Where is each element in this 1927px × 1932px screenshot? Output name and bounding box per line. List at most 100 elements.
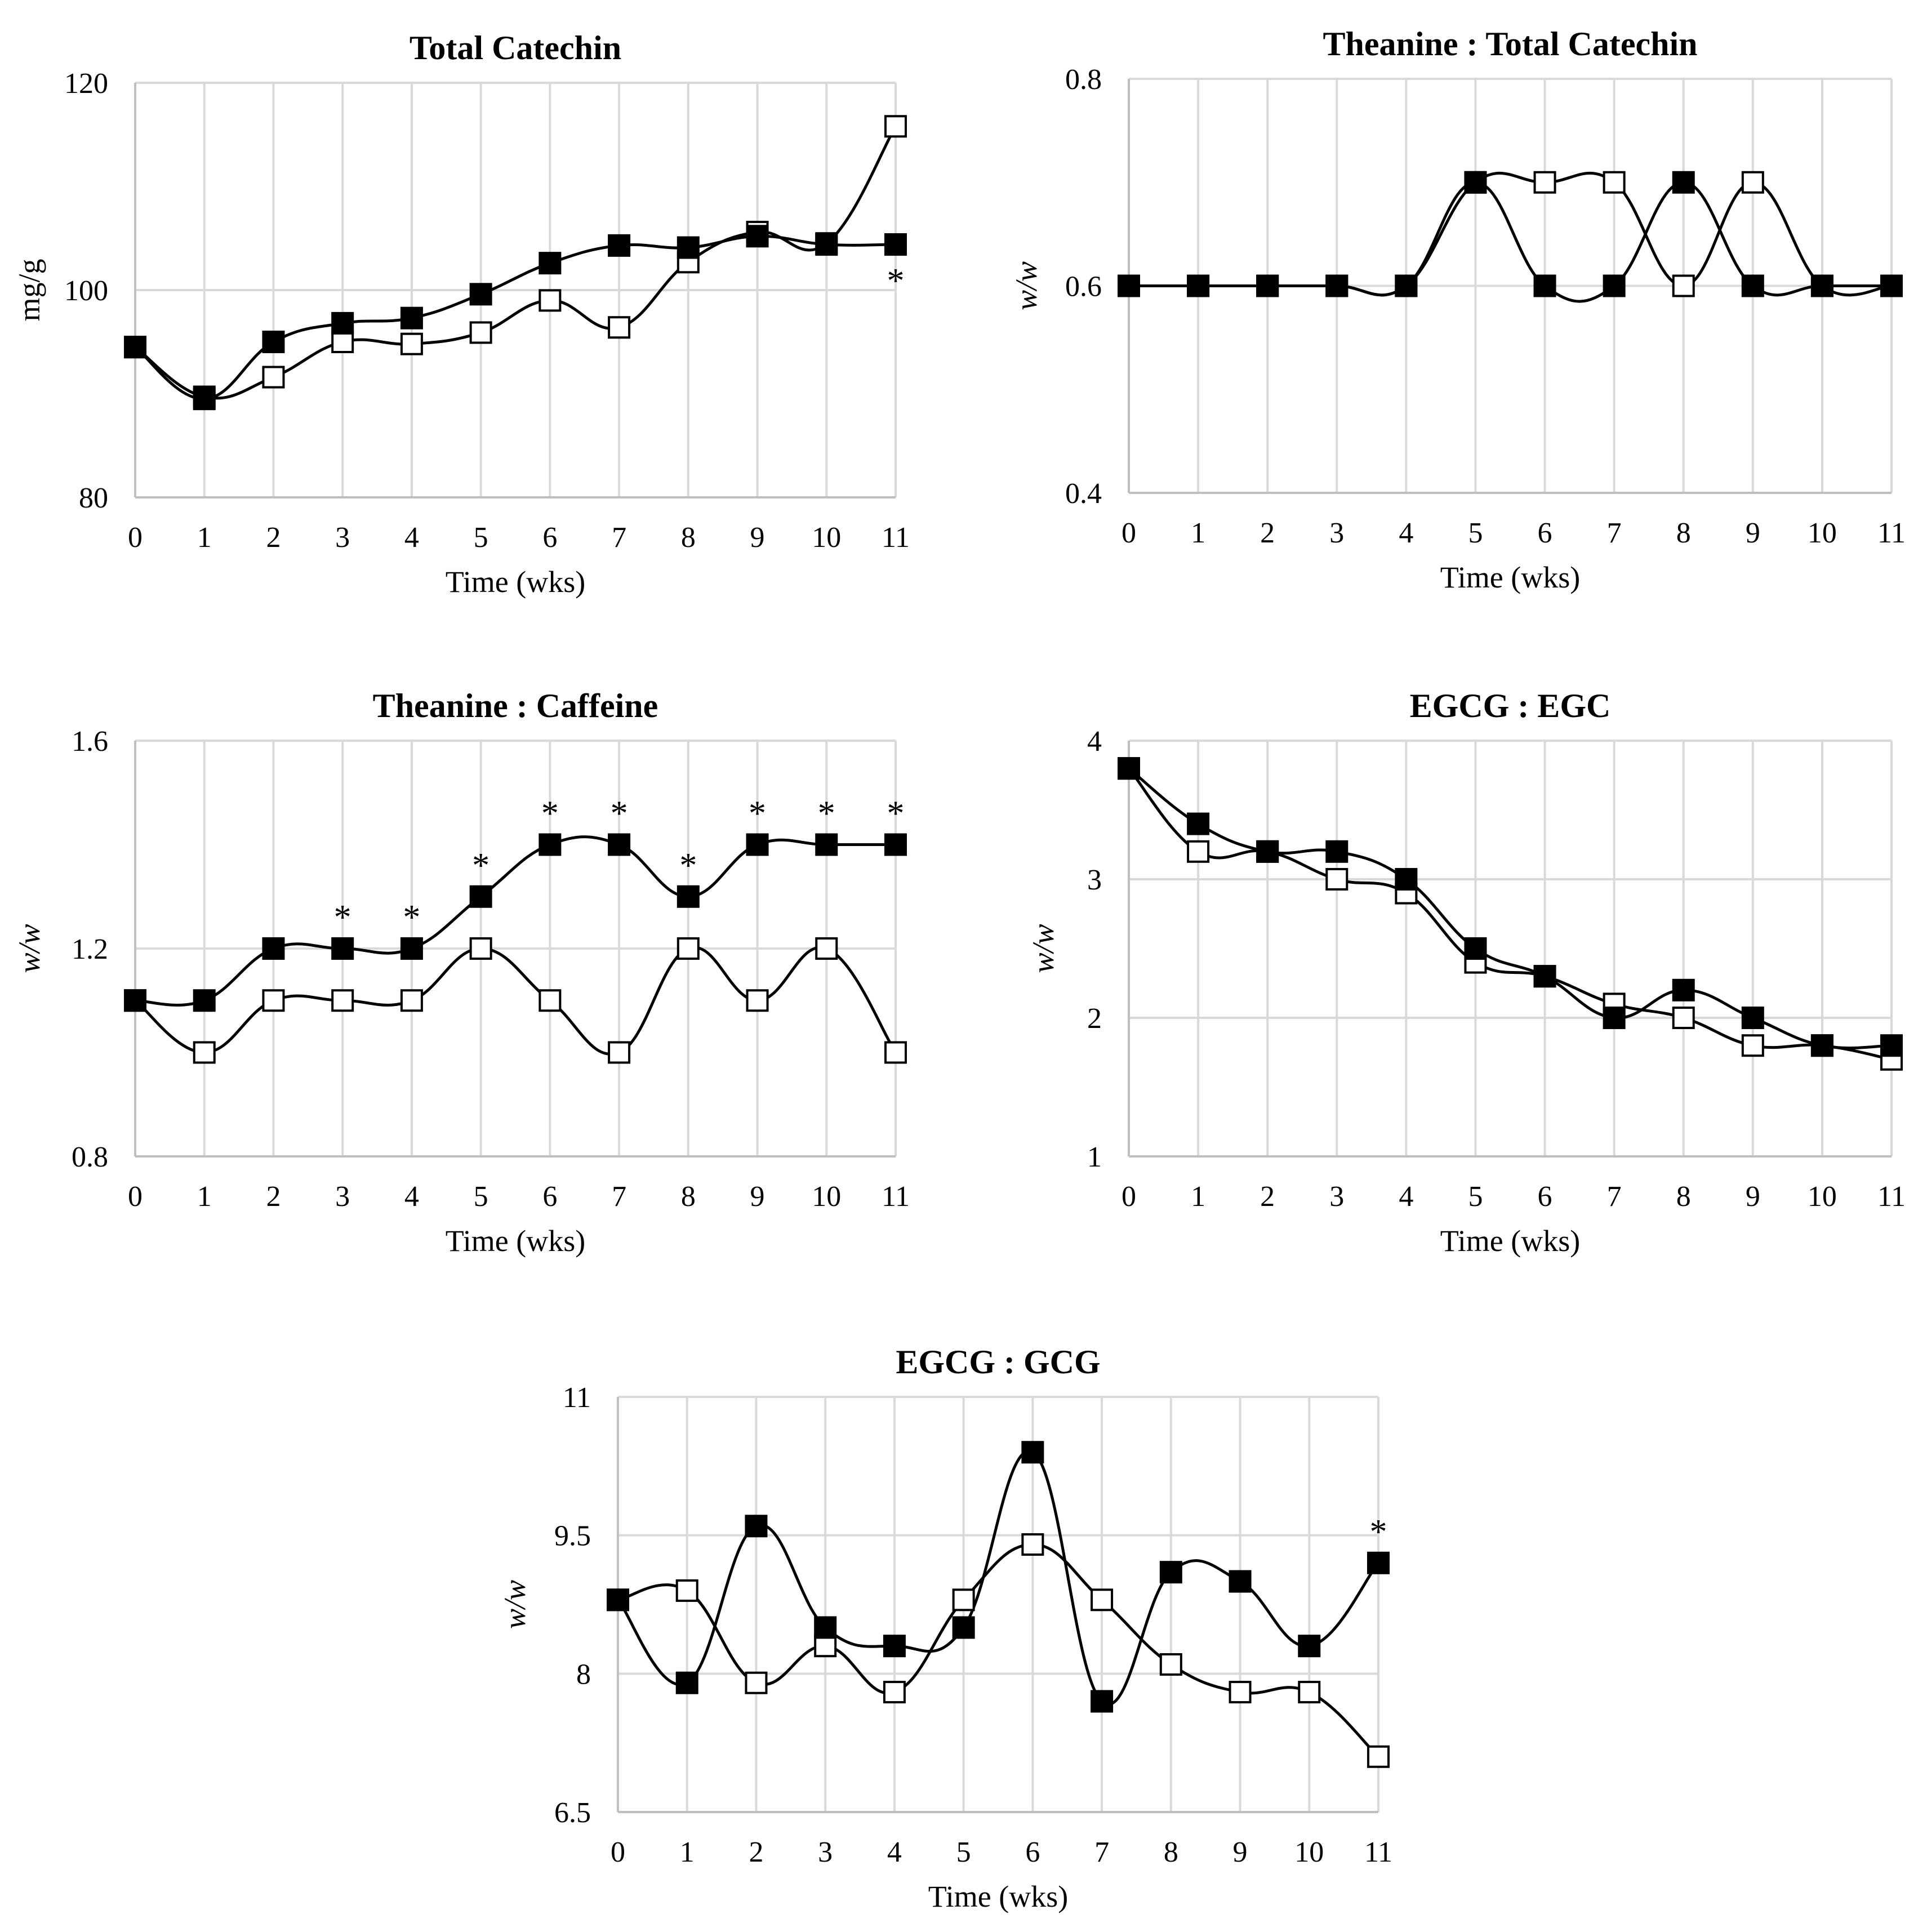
x-tick-label: 0: [128, 522, 143, 554]
open-square-marker: [331, 331, 354, 353]
significance-asterisk: *: [887, 795, 905, 833]
filled-square-marker: [745, 1515, 768, 1538]
x-tick-label: 8: [1676, 1181, 1691, 1213]
open-square-marker: [1672, 1007, 1695, 1029]
filled-square-marker: [1091, 1690, 1114, 1713]
filled-square-marker: [539, 252, 562, 275]
y-tick-label: 100: [64, 275, 108, 307]
filled-square-marker: [883, 1635, 906, 1658]
filled-square-marker: [1256, 840, 1279, 863]
filled-square-marker: [193, 989, 216, 1012]
x-tick-label: 8: [681, 1181, 696, 1213]
significance-asterisk: *: [334, 898, 351, 937]
filled-square-marker: [469, 283, 492, 306]
y-axis-label: mg/g: [12, 259, 46, 321]
x-tick-label: 8: [1676, 517, 1691, 549]
open-square-marker: [262, 989, 285, 1012]
series-line-open: [617, 1543, 1379, 1758]
x-tick-label: 10: [1808, 517, 1837, 549]
x-tick-label: 0: [1122, 1181, 1136, 1213]
x-tick-label: 11: [1877, 517, 1906, 549]
y-tick-label: 0.8: [72, 1141, 108, 1173]
open-square-marker: [1187, 840, 1210, 863]
filled-square-marker: [262, 937, 285, 960]
y-tick-label: 80: [79, 482, 108, 514]
x-axis-label: Time (wks): [446, 565, 586, 599]
filled-square-marker: [1229, 1570, 1252, 1593]
x-axis-label: Time (wks): [928, 1880, 1069, 1913]
x-tick-label: 7: [1094, 1836, 1109, 1868]
filled-square-marker: [1672, 171, 1695, 194]
filled-square-marker: [1810, 1034, 1833, 1057]
series-line-open: [1128, 767, 1892, 1061]
filled-square-marker: [1325, 840, 1349, 863]
open-square-marker: [1298, 1681, 1321, 1704]
y-tick-label: 2: [1087, 1003, 1102, 1035]
open-square-marker: [884, 1041, 907, 1064]
x-tick-label: 11: [1877, 1181, 1906, 1213]
chart-title: EGCG : EGC: [1410, 687, 1611, 724]
chart-title: Theanine : Total Catechin: [1323, 25, 1697, 63]
filled-square-marker: [1256, 274, 1279, 297]
open-square-marker: [469, 321, 492, 344]
filled-square-marker: [677, 236, 700, 259]
y-tick-label: 6.5: [554, 1797, 591, 1829]
x-tick-label: 3: [818, 1836, 833, 1868]
x-tick-label: 1: [680, 1836, 695, 1868]
open-square-marker: [539, 989, 562, 1012]
filled-square-marker: [1159, 1561, 1182, 1584]
open-square-marker: [746, 989, 769, 1012]
open-square-marker: [262, 366, 285, 389]
open-square-marker: [1533, 171, 1556, 194]
x-tick-label: 4: [1399, 517, 1413, 549]
filled-square-marker: [608, 234, 631, 257]
x-tick-label: 2: [749, 1836, 763, 1868]
filled-square-marker: [539, 833, 562, 856]
y-axis-label: w/w: [1009, 261, 1043, 310]
x-tick-label: 3: [1329, 517, 1344, 549]
chart-title: Theanine : Caffeine: [373, 687, 658, 724]
filled-square-marker: [677, 885, 700, 908]
significance-asterisk: *: [749, 795, 766, 833]
y-tick-label: 4: [1087, 725, 1102, 758]
y-tick-label: 0.6: [1065, 271, 1102, 303]
x-tick-label: 1: [197, 522, 212, 554]
series-line-filled: [617, 1450, 1379, 1706]
x-tick-label: 2: [1260, 1181, 1275, 1213]
x-tick-label: 6: [542, 1181, 557, 1213]
filled-square-marker: [1533, 274, 1556, 297]
filled-square-marker: [400, 306, 423, 330]
x-tick-label: 6: [1025, 1836, 1040, 1868]
x-tick-label: 1: [1191, 517, 1205, 549]
filled-square-marker: [1741, 274, 1764, 297]
y-tick-label: 3: [1087, 864, 1102, 896]
open-square-marker: [1229, 1681, 1252, 1704]
x-tick-label: 10: [812, 1181, 841, 1213]
x-tick-label: 10: [1808, 1181, 1837, 1213]
x-tick-label: 5: [474, 522, 488, 554]
x-tick-label: 6: [1538, 1181, 1552, 1213]
x-tick-label: 3: [1329, 1181, 1344, 1213]
open-square-marker: [400, 989, 423, 1012]
open-square-marker: [608, 1041, 631, 1064]
significance-asterisk: *: [818, 795, 835, 833]
x-tick-label: 3: [335, 522, 350, 554]
x-tick-label: 4: [1399, 1181, 1413, 1213]
x-tick-label: 10: [812, 522, 841, 554]
filled-square-marker: [1880, 274, 1903, 297]
filled-square-marker: [1464, 171, 1487, 194]
open-square-marker: [677, 937, 700, 960]
open-square-marker: [1325, 868, 1349, 891]
x-tick-label: 0: [611, 1836, 625, 1868]
x-tick-label: 11: [1364, 1836, 1392, 1868]
chart-3: Theanine : Caffeine 0.8 1.2 1.6 0 1 2 3 4 5 6 7 8 9 10…: [12, 687, 910, 1258]
x-tick-label: 11: [882, 522, 910, 554]
filled-square-marker: [1118, 757, 1140, 780]
series-line-open: [134, 126, 897, 400]
open-square-marker: [1021, 1533, 1044, 1556]
x-tick-label: 7: [1607, 1181, 1622, 1213]
filled-square-marker: [1533, 965, 1556, 988]
open-square-marker: [883, 1681, 906, 1704]
open-square-marker: [952, 1588, 975, 1612]
